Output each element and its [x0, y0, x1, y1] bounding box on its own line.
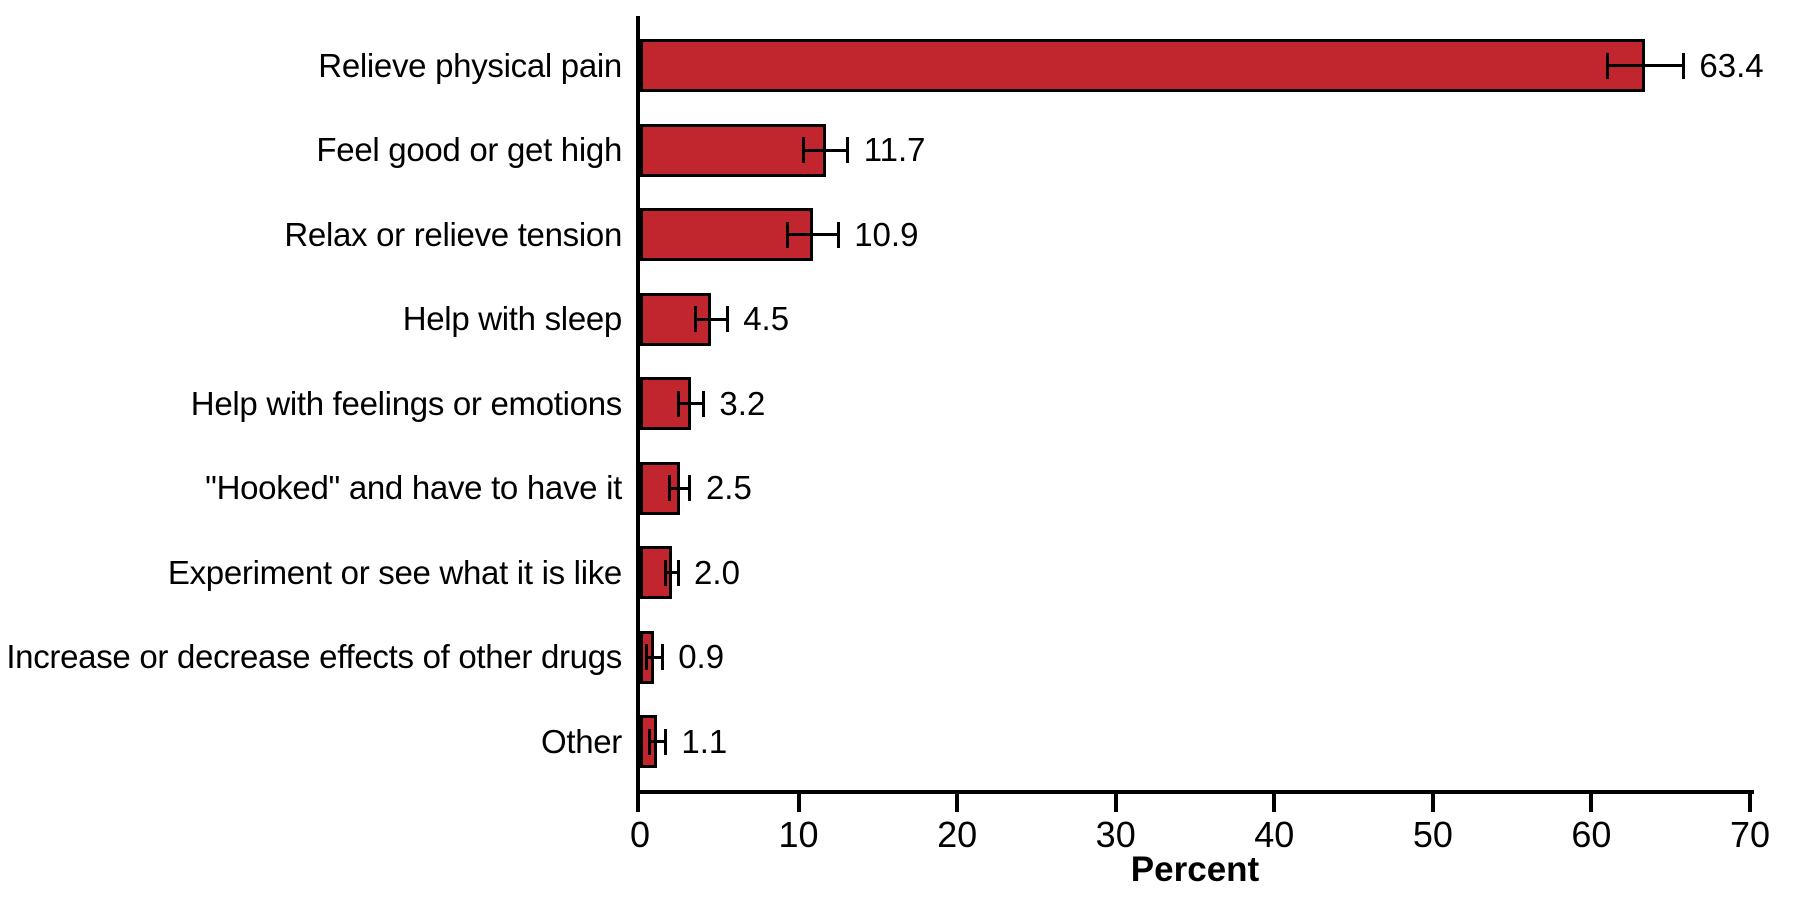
- error-bar-cap-right: [663, 728, 667, 755]
- x-axis: [636, 790, 1754, 794]
- bar: [640, 39, 1646, 92]
- value-label: 1.1: [681, 722, 728, 760]
- error-bar-cap-right: [725, 306, 729, 332]
- x-tick-label: 30: [1095, 814, 1136, 855]
- error-bar-cap-left: [785, 221, 789, 248]
- error-bar-cap-right: [836, 221, 840, 248]
- category-label: Relax or relieve tension: [284, 215, 622, 253]
- x-tick: [1589, 794, 1594, 812]
- category-label: Help with feelings or emotions: [190, 384, 623, 422]
- bar: [640, 461, 680, 515]
- error-bar-line: [669, 486, 690, 490]
- error-bar-cap-left: [663, 559, 667, 586]
- x-tick-label: 50: [1412, 814, 1453, 855]
- error-bar-cap-left: [1605, 52, 1609, 79]
- x-tick-label: 20: [937, 814, 978, 855]
- category-label: Help with sleep: [402, 300, 623, 337]
- x-tick: [1430, 794, 1435, 812]
- error-bar-cap-right: [701, 390, 705, 417]
- error-bar-cap-right: [1681, 52, 1685, 79]
- error-bar-line: [649, 740, 666, 743]
- error-bar-cap-left: [644, 644, 648, 670]
- x-tick: [796, 794, 801, 812]
- error-bar-line: [678, 402, 704, 405]
- error-bar-cap-left: [667, 475, 671, 501]
- category-label: Feel good or get high: [316, 131, 622, 168]
- error-bar-line: [1607, 64, 1684, 67]
- x-tick: [636, 794, 640, 812]
- x-tick-label: 0: [629, 814, 651, 855]
- category-label: Relieve physical pain: [318, 46, 622, 84]
- value-label: 11.7: [863, 131, 926, 168]
- x-tick-label: 40: [1254, 814, 1295, 855]
- category-label: Other: [540, 722, 622, 760]
- error-bar-cap-right: [846, 137, 850, 163]
- error-bar-line: [695, 317, 728, 321]
- y-axis: [636, 16, 640, 794]
- value-label: 3.2: [719, 384, 766, 422]
- error-bar-line: [646, 655, 663, 659]
- error-bar-cap-right: [660, 644, 664, 670]
- x-tick-label: 70: [1729, 814, 1771, 855]
- bar: [640, 123, 826, 177]
- error-bar-cap-left: [694, 306, 697, 332]
- error-bar-cap-left: [676, 390, 680, 417]
- x-tick-label: 10: [778, 814, 819, 855]
- error-bar-line: [803, 148, 848, 152]
- x-tick: [1272, 794, 1277, 812]
- x-tick: [1748, 794, 1752, 812]
- category-label: Increase or decrease effects of other dr…: [6, 638, 622, 675]
- value-label: 4.5: [743, 300, 790, 337]
- x-tick-label: 60: [1571, 814, 1612, 855]
- x-tick: [955, 794, 960, 812]
- category-label: Experiment or see what it is like: [167, 553, 622, 591]
- error-bar-cap-left: [801, 137, 805, 163]
- error-bar-line: [787, 233, 839, 236]
- bar: [640, 208, 813, 261]
- error-bar-cap-left: [648, 728, 651, 755]
- error-bar-cap-right: [688, 475, 692, 501]
- value-label: 2.0: [694, 553, 740, 591]
- value-label: 0.9: [678, 638, 725, 675]
- value-label: 63.4: [1699, 46, 1764, 84]
- category-label: "Hooked" and have to have it: [205, 469, 622, 506]
- x-axis-title: Percent: [1130, 850, 1260, 889]
- error-bar-line: [665, 571, 679, 574]
- value-label: 10.9: [854, 215, 919, 253]
- value-label: 2.5: [705, 469, 752, 506]
- error-bar-cap-right: [676, 559, 680, 586]
- x-tick: [1113, 794, 1118, 812]
